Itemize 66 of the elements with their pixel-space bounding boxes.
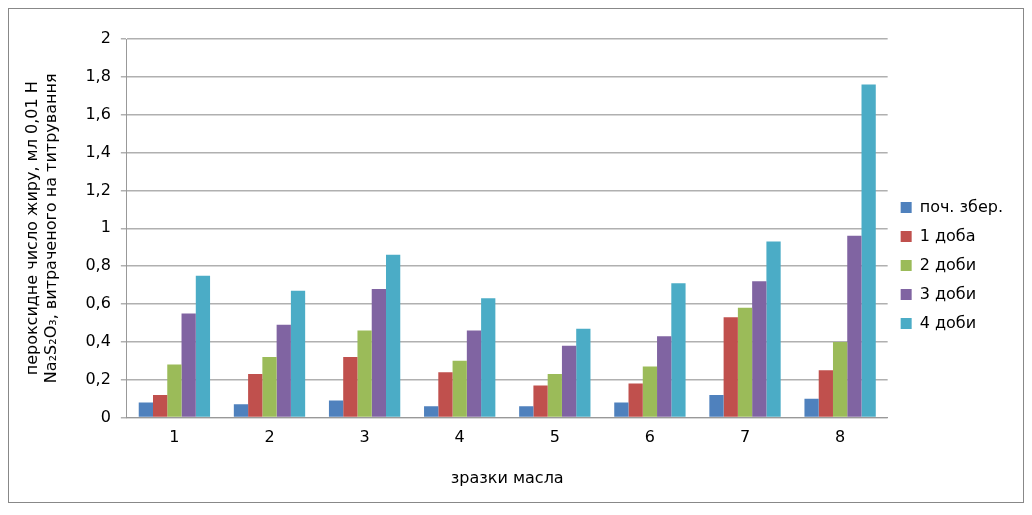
bar: [671, 283, 686, 417]
bar: [233, 404, 249, 417]
x-tick-label: 6: [644, 427, 655, 447]
x-tick-label: 1: [169, 427, 180, 447]
legend-label: 1 доба: [919, 225, 976, 245]
bar: [847, 235, 862, 417]
bar: [262, 357, 277, 417]
bar: [357, 330, 372, 417]
x-tick-label: 7: [739, 427, 751, 447]
bar: [452, 360, 467, 417]
x-tick-label: 8: [835, 427, 846, 447]
y-tick-label: 0,2: [85, 368, 111, 388]
y-axis-title: пероксидне число жиру, мл 0,01 Н Na₂S₂O₃, витраченого на титрування: [21, 73, 60, 384]
bar: [709, 394, 724, 417]
bar: [386, 254, 401, 417]
bar: [547, 374, 562, 417]
bar: [248, 374, 263, 417]
bar: [371, 288, 386, 417]
bar: [804, 398, 819, 417]
bar: [424, 406, 439, 417]
bar: [343, 357, 358, 417]
bar: [481, 298, 496, 417]
x-tick-label: 2: [264, 427, 275, 447]
x-tick-label: 3: [359, 427, 370, 447]
y-tick-label: 1,6: [85, 103, 111, 123]
bar: [181, 313, 196, 417]
y-tick-label: 0: [100, 406, 111, 426]
bar: [861, 84, 876, 417]
y-tick-label: 0,8: [85, 255, 111, 275]
y-tick-label: 0,4: [85, 331, 111, 351]
bar: [138, 402, 153, 417]
legend-label: 4 доби: [919, 312, 977, 332]
bar: [657, 336, 672, 417]
bar: [466, 330, 482, 417]
bar: [195, 275, 211, 417]
y-tick-label: 2: [100, 28, 111, 48]
bar: [153, 394, 168, 417]
bar: [752, 281, 767, 417]
legend-label: поч. збер.: [919, 196, 1004, 216]
x-axis-title: зразки масла: [450, 467, 564, 487]
y-tick-label: 1,8: [85, 66, 111, 86]
bar: [561, 345, 577, 417]
bar: [519, 406, 534, 417]
legend-label: 3 доби: [919, 283, 977, 303]
bar: [614, 402, 629, 417]
y-tick-label: 0,6: [85, 293, 111, 313]
bar: [290, 290, 306, 417]
y-tick-label: 1: [100, 217, 111, 237]
bar: [818, 370, 833, 417]
bar: [832, 341, 848, 417]
bar: [167, 364, 182, 417]
bar: [438, 372, 453, 417]
bar: [723, 317, 738, 417]
bar: [328, 400, 344, 417]
bar: [576, 328, 591, 417]
bar: [737, 307, 753, 417]
x-tick-label: 4: [454, 427, 465, 447]
bar: [276, 324, 291, 417]
y-tick-label: 1,4: [85, 141, 111, 161]
bar: [533, 385, 548, 417]
x-tick-label: 5: [549, 427, 560, 447]
y-tick-label: 1,2: [85, 179, 111, 199]
bar: [766, 241, 781, 417]
bar: [628, 383, 643, 417]
bar: [642, 366, 658, 417]
legend-label: 2 доби: [919, 254, 977, 274]
